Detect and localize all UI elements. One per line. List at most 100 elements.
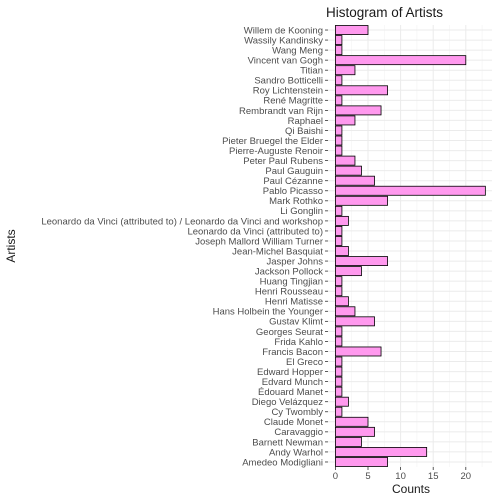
x-tick-label: 10: [395, 471, 406, 482]
bar: [334, 416, 369, 427]
bar: [334, 246, 349, 256]
bar: [334, 256, 388, 266]
bar: [334, 175, 375, 186]
bar: [334, 205, 343, 216]
y-tick-label: Henri Rousseau: [255, 287, 323, 298]
y-tick-label: Paul Gauguin: [265, 166, 323, 177]
y-tick-label: Qi Baishi: [285, 126, 323, 137]
y-tick-label: Pablo Picasso: [263, 186, 323, 197]
bar: [334, 195, 388, 206]
bar: [334, 95, 343, 106]
bar-series: [334, 25, 486, 467]
y-tick-label: Jackson Pollock: [255, 267, 323, 278]
y-tick-label: Jean-Michel Basquiat: [232, 246, 323, 257]
y-tick-label: Édouard Manet: [258, 387, 323, 398]
bar: [334, 457, 388, 467]
x-axis: 0 5 10 15 20: [333, 467, 471, 482]
y-tick-label: Roy Lichtenstein: [253, 86, 323, 97]
bar: [334, 396, 349, 407]
bar: [334, 447, 428, 457]
bar: [334, 276, 343, 287]
y-tick-label: Rembrandt van Rijn: [239, 106, 323, 117]
panel-background: [328, 25, 492, 467]
bar: [334, 356, 343, 367]
bar: [334, 406, 343, 417]
bar: [334, 105, 382, 116]
y-tick-label: Sandro Botticelli: [254, 76, 323, 87]
y-tick-label: Huang Tingjian: [260, 277, 323, 288]
bar: [334, 326, 343, 337]
bar: [334, 65, 356, 76]
bar: [334, 75, 343, 86]
y-axis-title: Artists: [4, 229, 18, 262]
y-tick-label: René Magritte: [263, 96, 323, 107]
bar: [334, 45, 343, 56]
bar: [334, 286, 343, 297]
bar: [334, 346, 382, 357]
y-tick-label: Willem de Kooning: [244, 25, 323, 36]
plot-panel: [328, 25, 492, 467]
y-tick-label: Edward Hopper: [257, 367, 323, 378]
bar: [334, 215, 349, 226]
y-tick-label: Henri Matisse: [265, 297, 323, 308]
y-tick-label: Titian: [300, 66, 323, 77]
y-tick-label: Cy Twombly: [271, 407, 323, 418]
bar: [334, 25, 369, 35]
y-tick-label: El Greco: [286, 357, 323, 368]
y-tick-label: Jasper Johns: [266, 256, 323, 267]
x-tick-label: 15: [428, 471, 439, 482]
bar: [334, 336, 343, 347]
bar: [334, 115, 356, 126]
y-tick-label: Gustav Klimt: [269, 317, 323, 328]
y-tick-label: Andy Warhol: [269, 447, 323, 458]
bar: [334, 135, 343, 146]
bar: [334, 155, 356, 166]
bar: [334, 386, 343, 397]
bar: [334, 436, 362, 447]
bar: [334, 165, 362, 176]
bar: [334, 316, 375, 327]
y-tick-label: Georges Seurat: [256, 327, 323, 338]
y-tick-label: Vincent van Gogh: [248, 56, 323, 67]
y-tick-label: Barnett Newman: [252, 437, 323, 448]
y-tick-label: Mark Rothko: [269, 196, 323, 207]
y-tick-label: Raphael: [288, 116, 323, 127]
bar: [334, 85, 388, 96]
y-tick-label: Diego Velázquez: [252, 397, 324, 408]
x-tick-label: 0: [333, 471, 338, 482]
bar: [334, 55, 467, 66]
bar: [334, 366, 343, 377]
y-tick-label: Paul Cézanne: [263, 176, 323, 187]
bar: [334, 226, 343, 236]
bar: [334, 296, 349, 307]
y-tick-label: Pierre-Auguste Renoir: [229, 146, 323, 157]
bar: [334, 426, 375, 437]
bar: [334, 125, 343, 136]
y-tick-label: Frida Kahlo: [274, 337, 323, 348]
x-axis-title: Counts: [392, 482, 430, 496]
y-tick-label: Wassily Kandinsky: [244, 35, 323, 46]
y-tick-label: Wang Meng: [272, 46, 323, 57]
x-tick-label: 20: [461, 471, 472, 482]
bar: [334, 145, 343, 156]
bar: [334, 236, 343, 246]
y-tick-label: Li Gonglin: [280, 206, 323, 217]
bar: [334, 185, 486, 196]
bar: [334, 306, 356, 317]
y-tick-label: Claude Monet: [264, 417, 324, 428]
x-tick-label: 5: [365, 471, 370, 482]
y-tick-label: Amedeo Modigliani: [242, 457, 323, 468]
y-tick-label: Joseph Mallord William Turner: [195, 236, 323, 247]
chart-title: Histogram of Artists: [326, 5, 443, 20]
bar: [334, 35, 343, 45]
y-tick-label: Leonardo da Vinci (attributed to) / Leon…: [41, 216, 323, 227]
y-tick-label: Pieter Bruegel the Elder: [222, 136, 323, 147]
y-tick-label: Francis Bacon: [262, 347, 323, 358]
y-tick-label: Leonardo da Vinci (attributed to): [187, 226, 323, 237]
y-tick-label: Peter Paul Rubens: [243, 156, 323, 167]
bar: [334, 376, 343, 387]
y-tick-label: Hans Holbein the Younger: [213, 307, 323, 318]
y-tick-label: Edvard Munch: [262, 377, 323, 388]
